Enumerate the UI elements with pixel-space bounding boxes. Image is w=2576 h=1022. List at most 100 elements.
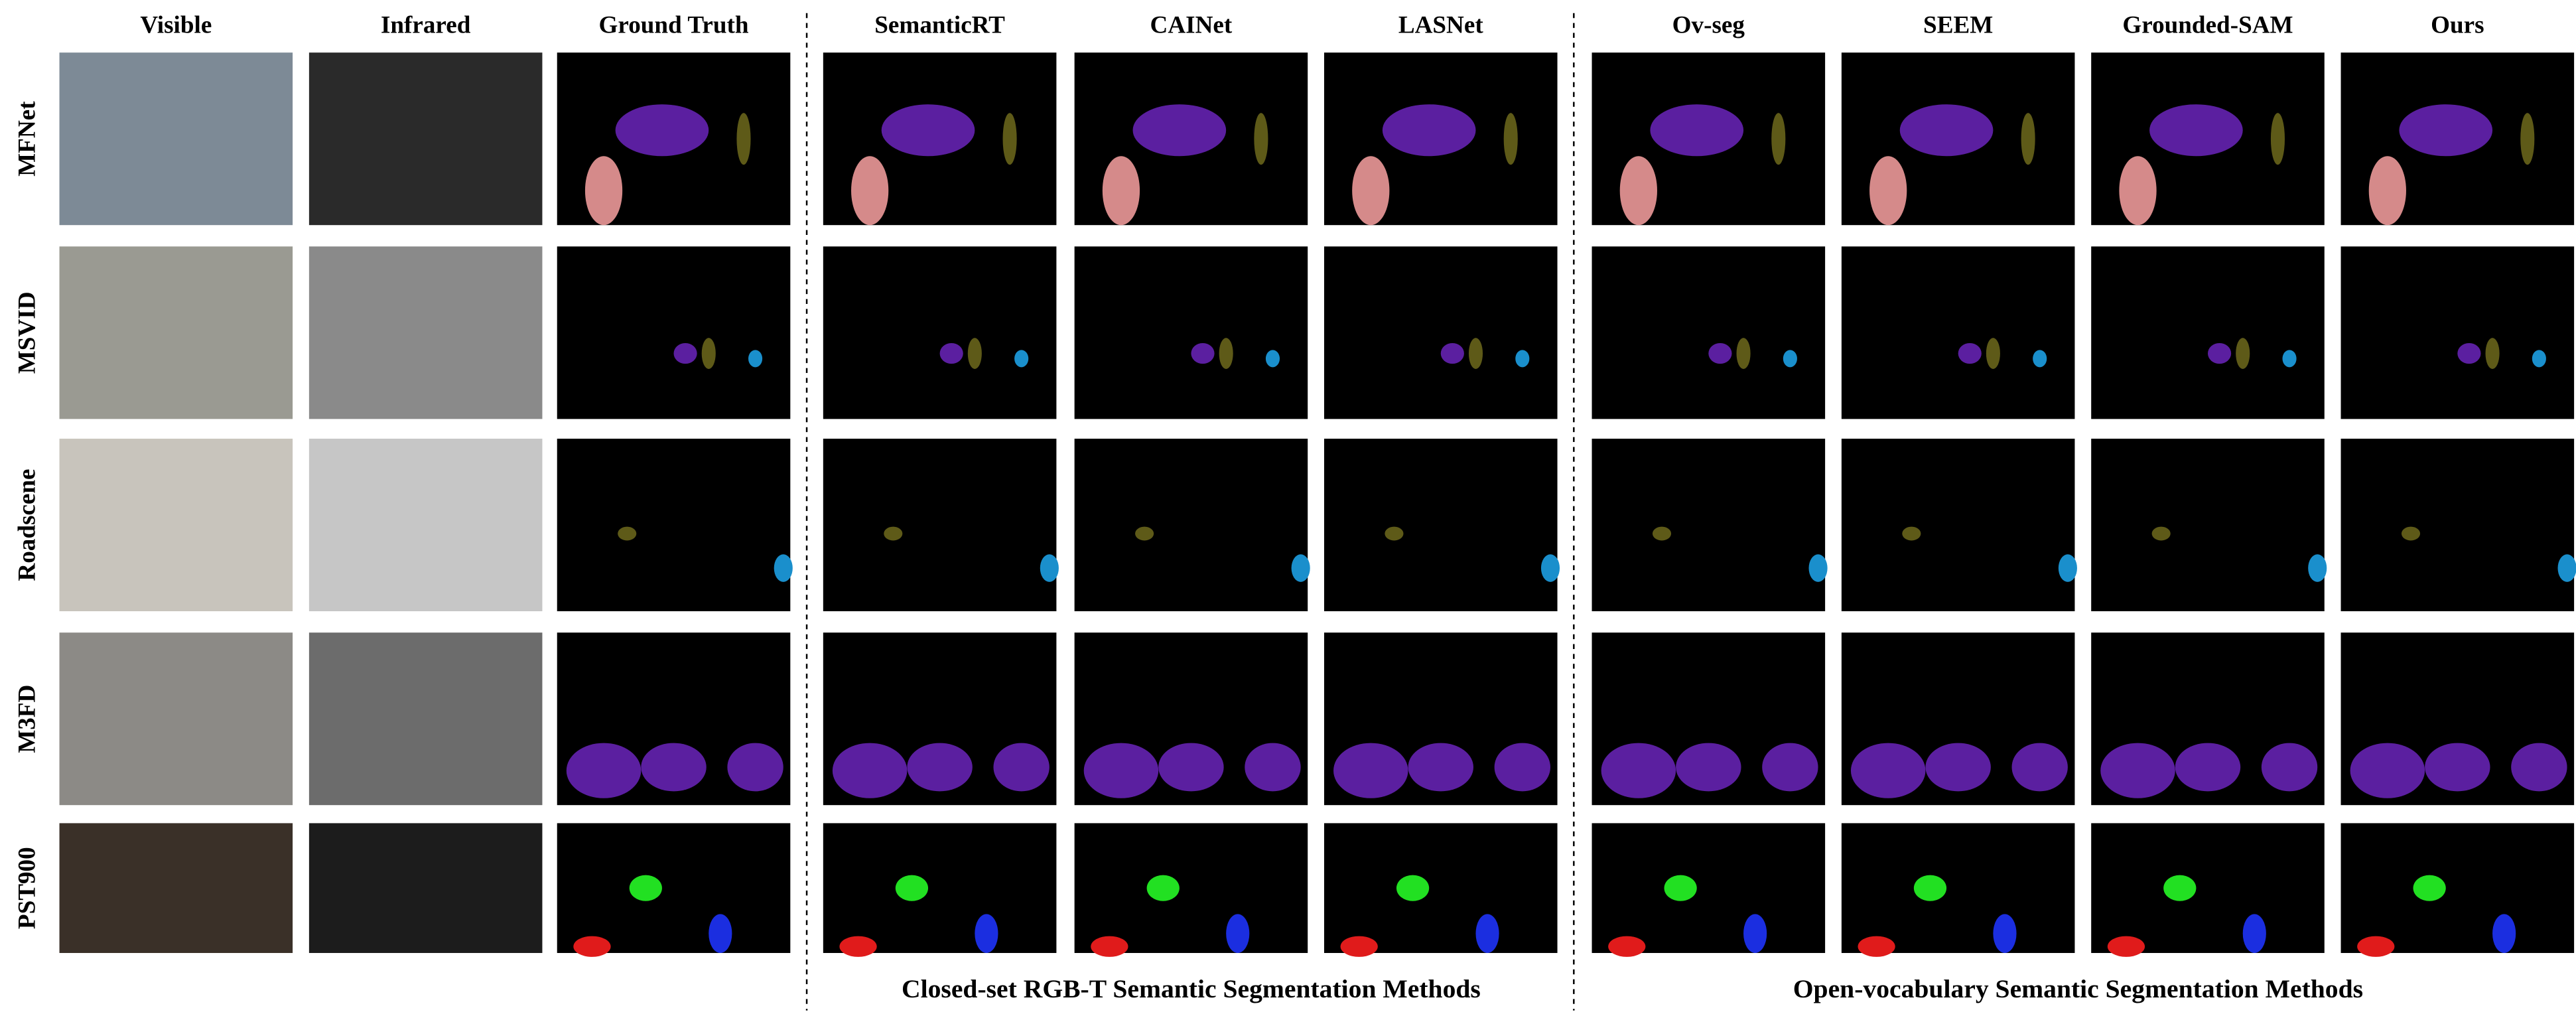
segment xyxy=(2058,554,2077,582)
segment xyxy=(2401,526,2421,541)
segment xyxy=(1540,554,1560,582)
segment xyxy=(1333,743,1408,798)
segment xyxy=(2236,338,2250,369)
segmentation-map xyxy=(557,246,791,419)
segment xyxy=(1676,743,1741,792)
segment xyxy=(2557,554,2576,582)
segment xyxy=(709,914,732,954)
segment xyxy=(839,936,877,957)
segment xyxy=(1265,350,1280,368)
column-header: Ours xyxy=(2431,12,2484,39)
segment xyxy=(2107,936,2145,957)
column-header: Visible xyxy=(140,12,212,39)
segment xyxy=(1736,338,1751,369)
segment xyxy=(1708,342,1732,364)
segment xyxy=(2175,743,2241,792)
segment xyxy=(1385,526,1404,541)
segment xyxy=(1191,342,1215,364)
segment xyxy=(1040,554,1059,582)
segment xyxy=(1515,350,1530,368)
segment xyxy=(2350,743,2425,798)
segment xyxy=(2368,156,2406,226)
segment xyxy=(2308,554,2327,582)
segment xyxy=(1925,743,1991,792)
segmentation-map xyxy=(2340,439,2575,612)
segment xyxy=(1743,914,1767,954)
segment xyxy=(1352,156,1390,226)
input-image xyxy=(308,246,543,419)
segment xyxy=(774,554,793,582)
segment xyxy=(2492,914,2516,954)
segment xyxy=(2485,338,2500,369)
segment xyxy=(1650,104,1744,157)
segment xyxy=(1899,104,1994,157)
row-label: MFNet xyxy=(13,101,40,177)
segment xyxy=(939,342,963,364)
segment xyxy=(1219,338,1233,369)
segment xyxy=(1783,350,1797,368)
row-label: M3FD xyxy=(13,685,40,753)
segment xyxy=(1608,936,1646,957)
segment xyxy=(1986,338,2000,369)
segment xyxy=(1158,743,1224,792)
segment xyxy=(967,338,982,369)
segmentation-map xyxy=(1323,823,1558,954)
segment xyxy=(2261,743,2318,792)
segment xyxy=(736,113,751,165)
segmentation-map xyxy=(1074,246,1308,419)
segment xyxy=(2425,743,2490,792)
segment xyxy=(701,338,716,369)
segment xyxy=(1601,743,1676,798)
group-caption: Open-vocabulary Semantic Segmentation Me… xyxy=(1793,974,2363,1003)
segment xyxy=(993,743,1050,792)
segment xyxy=(1808,554,1828,582)
input-image xyxy=(308,632,543,806)
segment xyxy=(1762,743,1818,792)
segment xyxy=(615,104,709,157)
input-image xyxy=(59,823,293,954)
segment xyxy=(1102,156,1140,226)
segment xyxy=(1664,875,1697,901)
segment xyxy=(2532,350,2546,368)
segment xyxy=(2242,914,2266,954)
segment xyxy=(1396,875,1430,901)
segment xyxy=(1083,743,1159,798)
segmentation-map xyxy=(1592,823,1826,954)
column-header: Grounded-SAM xyxy=(2122,12,2293,39)
segment xyxy=(851,156,889,226)
segment xyxy=(2149,104,2243,157)
segment xyxy=(1291,554,1310,582)
segment xyxy=(573,936,611,957)
segment xyxy=(1132,104,1227,157)
segment xyxy=(2511,743,2567,792)
segment xyxy=(975,914,998,954)
segment xyxy=(1958,342,1982,364)
segmentation-map xyxy=(2091,246,2325,419)
input-image xyxy=(59,246,293,419)
segment xyxy=(566,743,642,798)
segmentation-map xyxy=(1592,439,1826,612)
column-header: Ground Truth xyxy=(599,12,749,39)
input-image xyxy=(308,823,543,954)
segment xyxy=(2357,936,2395,957)
segment xyxy=(2119,156,2157,226)
segment xyxy=(1408,743,1473,792)
segment xyxy=(1135,526,1154,541)
segment xyxy=(2207,342,2232,364)
segment xyxy=(2151,526,2171,541)
segment xyxy=(1340,936,1378,957)
segment xyxy=(907,743,973,792)
column-header: Infrared xyxy=(381,12,471,39)
column-header: Ov-seg xyxy=(1672,12,1745,39)
segment xyxy=(1468,338,1483,369)
segment xyxy=(2100,743,2175,798)
segment xyxy=(1002,113,1017,165)
segment xyxy=(832,743,908,798)
segment xyxy=(1091,936,1128,957)
segment xyxy=(641,743,707,792)
segment xyxy=(2270,113,2285,165)
segmentation-map xyxy=(2340,246,2575,419)
segment xyxy=(2520,113,2535,165)
group-caption: Closed-set RGB-T Semantic Segmentation M… xyxy=(902,974,1481,1003)
